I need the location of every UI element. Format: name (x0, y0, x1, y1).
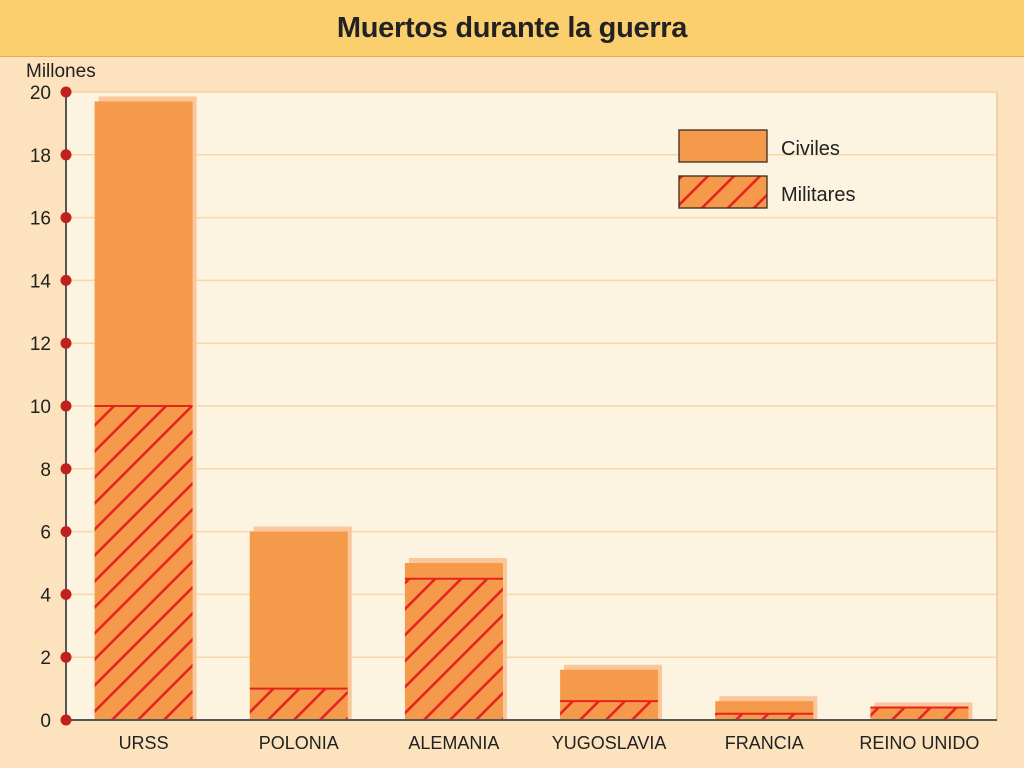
y-tick-label: 18 (30, 146, 51, 167)
stacked-bar-chart: Millones 0 2 4 6 8 10 12 14 16 18 20 URSS POLONIA AL… (26, 61, 998, 753)
x-tick-label: ALEMANIA (408, 733, 499, 753)
legend-label-militares: Militares (781, 184, 855, 206)
y-axis-ticks: 0 2 4 6 8 10 12 14 16 18 20 (30, 83, 72, 732)
y-tick-marker (60, 400, 72, 412)
x-tick-label: URSS (119, 733, 169, 753)
legend-label-civiles: Civiles (781, 138, 840, 160)
y-tick-marker (60, 651, 72, 663)
x-tick-label: YUGOSLAVIA (552, 733, 667, 753)
y-tick-marker (60, 588, 72, 600)
y-tick-marker (60, 714, 72, 726)
x-axis-labels: URSS POLONIA ALEMANIA YUGOSLAVIA FRANCIA REIN… (119, 733, 980, 753)
bar-civiles-alemania (404, 563, 503, 579)
bars (94, 96, 973, 721)
y-tick-label: 20 (30, 83, 51, 104)
y-tick-label: 2 (40, 648, 51, 669)
gridlines (66, 91, 997, 658)
legend-swatch-civiles (678, 129, 768, 163)
y-tick-marker (60, 149, 72, 161)
y-tick-marker (60, 274, 72, 286)
y-tick-label: 12 (30, 334, 51, 355)
y-tick-label: 8 (40, 460, 51, 481)
bar-militares-yugoslavia (560, 701, 659, 720)
y-tick-marker (60, 463, 72, 475)
y-tick-label: 16 (30, 209, 51, 230)
chart-title: Muertos durante la guerra (336, 11, 688, 44)
y-tick-label: 0 (40, 711, 51, 732)
title-band: Muertos durante la guerra (0, 0, 1024, 57)
y-tick-marker (60, 337, 72, 349)
legend: Civiles Militares (678, 129, 855, 209)
y-axis-label: Millones (26, 61, 96, 82)
bar-militares-reino-unido (870, 707, 969, 720)
bar-militares-alemania (404, 578, 503, 720)
y-tick-marker (60, 526, 72, 538)
bar-militares-urss (94, 406, 193, 720)
bar-civiles-urss (94, 101, 193, 407)
y-tick-label: 4 (40, 585, 51, 606)
y-tick-label: 10 (30, 397, 51, 418)
bar-civiles-yugoslavia (560, 669, 659, 702)
y-tick-marker (60, 212, 72, 224)
bar-militares-francia (715, 713, 814, 720)
y-tick-marker (60, 86, 72, 98)
x-tick-label: POLONIA (259, 733, 339, 753)
bar-civiles-polonia (249, 531, 348, 689)
y-tick-label: 6 (40, 523, 51, 544)
y-tick-label: 14 (30, 271, 52, 292)
bar-civiles-francia (715, 701, 814, 714)
legend-swatch-militares (678, 175, 768, 209)
x-tick-label: FRANCIA (725, 733, 804, 753)
bar-militares-polonia (249, 688, 348, 720)
x-tick-label: REINO UNIDO (859, 733, 979, 753)
